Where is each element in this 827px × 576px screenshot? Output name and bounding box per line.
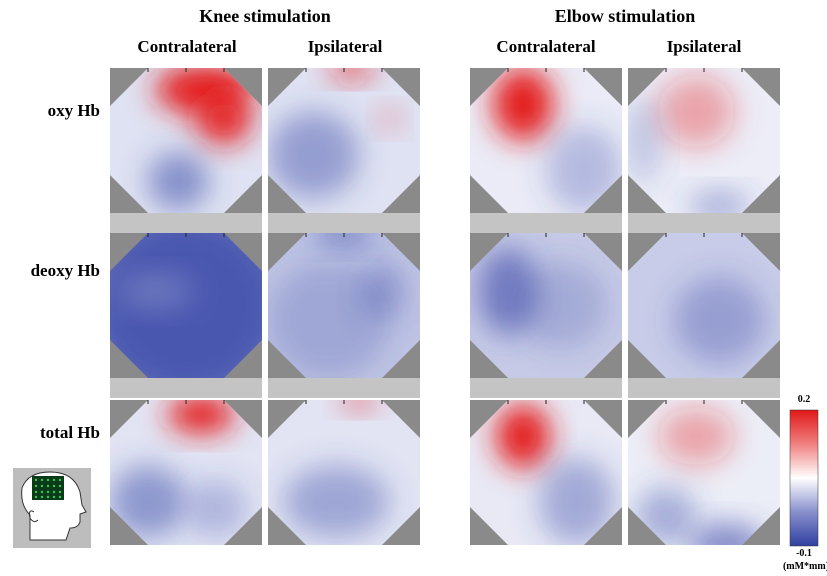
activation-blob — [268, 112, 359, 199]
activation-blob — [186, 480, 247, 538]
activation-blob — [658, 407, 734, 465]
head-icon — [13, 468, 91, 548]
map-panel — [628, 400, 780, 567]
map-panel — [268, 390, 420, 545]
activation-blob — [118, 274, 194, 309]
colorbar — [790, 410, 818, 546]
activation-blob — [658, 75, 734, 148]
panel-strip — [628, 378, 780, 398]
panel-strip — [268, 378, 420, 398]
maps — [95, 56, 780, 566]
colorbar-min: -0.1 — [796, 548, 812, 559]
map-panel — [268, 219, 420, 399]
activation-blob — [329, 56, 375, 79]
row-label: oxy Hb — [48, 101, 100, 120]
map — [110, 396, 262, 545]
row-label: deoxy Hb — [31, 261, 100, 280]
map-panel — [625, 68, 780, 233]
column-title: Contralateral — [496, 37, 595, 56]
activation-blob — [148, 152, 209, 210]
panel-strip — [110, 378, 262, 398]
activation-blob — [496, 404, 551, 468]
figure: Knee stimulation Elbow stimulation Contr… — [0, 0, 827, 576]
map — [470, 233, 622, 378]
activation-blob — [674, 277, 765, 364]
activation-blob — [493, 68, 554, 141]
colorbar-max: 0.2 — [798, 394, 811, 405]
panel-strip — [628, 213, 780, 233]
map-panel — [110, 396, 262, 545]
group-title: Elbow stimulation — [555, 6, 696, 26]
map — [470, 68, 622, 213]
panel-strip — [470, 213, 622, 233]
column-title: Contralateral — [137, 37, 236, 56]
panel-strip — [110, 213, 262, 233]
panel-strip — [470, 378, 622, 398]
activation-blob — [625, 97, 661, 184]
map-panel — [470, 68, 622, 233]
map — [628, 233, 780, 378]
activation-blob — [168, 396, 235, 434]
map-panel — [268, 56, 420, 233]
activation-blob — [516, 262, 607, 349]
group-title: Knee stimulation — [199, 6, 331, 26]
map-panel — [95, 219, 277, 399]
column-title: Ipsilateral — [667, 37, 742, 56]
map-panel — [110, 65, 262, 233]
map — [470, 400, 622, 545]
column-title: Ipsilateral — [308, 37, 383, 56]
activation-blob — [283, 465, 389, 538]
row-label: total Hb — [40, 423, 100, 442]
map-panel — [470, 400, 622, 545]
panel-strip — [268, 213, 420, 233]
map-panel — [628, 233, 780, 398]
map-panel — [470, 233, 622, 398]
map — [110, 65, 262, 213]
activation-blob — [377, 107, 401, 130]
activation-blob — [197, 93, 252, 145]
colorbar-unit: (mM*mm) — [783, 561, 827, 572]
